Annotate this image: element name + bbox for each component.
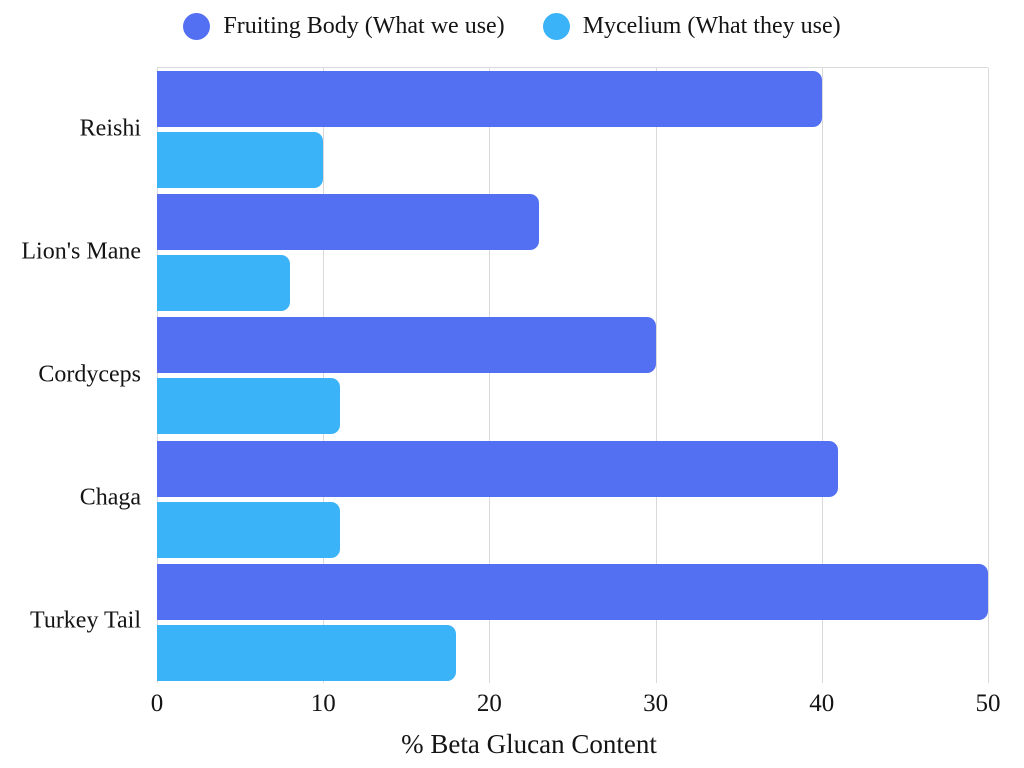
legend-swatch-icon [542, 12, 570, 40]
gridline-50 [988, 68, 989, 683]
category-label-chaga: Chaga [79, 484, 141, 511]
legend-item-fruiting-body-what-we-use: Fruiting Body (What we use) [183, 12, 505, 40]
bar-group-cordyceps [157, 314, 988, 437]
legend-label: Fruiting Body (What we use) [223, 12, 505, 39]
x-axis-title: % Beta Glucan Content [401, 729, 657, 759]
gridline-30 [655, 68, 657, 683]
category-label-cordyceps: Cordyceps [38, 361, 141, 388]
x-tick-label-50: 50 [975, 690, 1001, 717]
bar-group-reishi [157, 68, 988, 191]
x-tick-label-40: 40 [809, 690, 835, 717]
gridline-40 [821, 68, 823, 683]
bar-group-chaga [157, 438, 988, 561]
category-label-reishi: Reishi [79, 115, 141, 142]
legend-item-mycelium-what-they-use: Mycelium (What they use) [542, 12, 841, 40]
bar-fruiting-body-what-we-use-turkey-tail [157, 563, 988, 620]
bar-fruiting-body-what-we-use-cordyceps [157, 317, 656, 374]
bar-group-lion-s-mane [157, 191, 988, 314]
bar-fruiting-body-what-we-use-reishi [157, 71, 822, 128]
x-tick-label-30: 30 [643, 690, 669, 717]
bar-mycelium-what-they-use-cordyceps [157, 378, 340, 435]
bar-mycelium-what-they-use-reishi [157, 132, 324, 189]
legend-label: Mycelium (What they use) [582, 12, 841, 39]
x-tick-label-0: 0 [150, 690, 164, 717]
legend-swatch-icon [183, 12, 211, 40]
plot-area [157, 67, 989, 684]
x-tick-label-20: 20 [476, 690, 502, 717]
bar-mycelium-what-they-use-chaga [157, 501, 340, 558]
gridline-10 [323, 68, 325, 683]
bar-group-turkey-tail [157, 561, 988, 684]
bar-mycelium-what-they-use-lion-s-mane [157, 255, 290, 312]
gridline-0 [157, 68, 158, 683]
legend: Fruiting Body (What we use) Mycelium (Wha… [0, 6, 1024, 46]
category-label-turkey-tail: Turkey Tail [30, 607, 141, 634]
gridline-20 [489, 68, 491, 683]
bar-fruiting-body-what-we-use-lion-s-mane [157, 194, 540, 251]
x-tick-label-10: 10 [310, 690, 336, 717]
bar-fruiting-body-what-we-use-chaga [157, 440, 839, 497]
category-label-lion-s-mane: Lion's Mane [21, 238, 141, 265]
bar-mycelium-what-they-use-turkey-tail [157, 624, 457, 681]
